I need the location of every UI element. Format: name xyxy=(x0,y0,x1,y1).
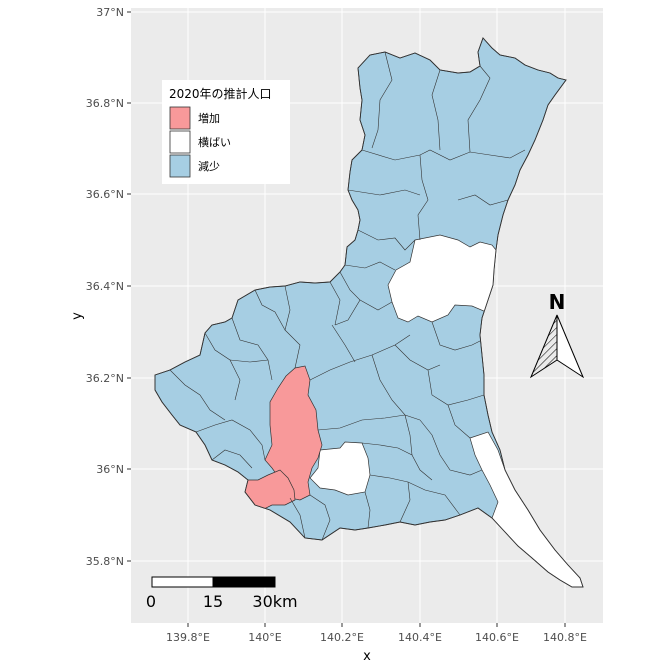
x-tick-label: 140.8°E xyxy=(543,631,587,644)
y-tick-label: 37°N xyxy=(96,6,124,19)
x-axis-title: x xyxy=(363,649,371,664)
legend-key-decrease xyxy=(169,154,191,178)
municipality-flat xyxy=(387,234,501,323)
scale-bar-label-0: 0 xyxy=(146,592,156,611)
legend-label-increase: 増加 xyxy=(198,112,220,125)
scale-bar-label-30km: 30km xyxy=(252,592,297,611)
legend-key-increase xyxy=(169,106,191,130)
scale-bar-label-15: 15 xyxy=(203,592,223,611)
x-axis: 139.8°E 140°E 140.2°E 140.4°E 140.6°E 140.8°E xyxy=(166,623,587,644)
prefecture-map xyxy=(154,37,584,588)
x-tick-label: 139.8°E xyxy=(166,631,210,644)
north-arrow-right-half xyxy=(556,314,585,379)
north-arrow: N xyxy=(529,290,585,379)
x-tick-label: 140.2°E xyxy=(320,631,364,644)
y-tick-label: 36.2°N xyxy=(86,372,124,385)
y-tick-label: 36°N xyxy=(96,463,124,476)
scale-bar-segment-black xyxy=(212,576,276,588)
legend-key-flat xyxy=(169,130,191,154)
scale-bar-segment-white xyxy=(151,576,214,588)
scale-bar: 0 15 30km xyxy=(146,576,298,611)
prefecture-border xyxy=(154,37,584,588)
legend: 2020年の推計人口 増加 横ばい 減少 xyxy=(162,80,290,184)
y-axis: 37°N 36.8°N 36.6°N 36.4°N 36.2°N 36°N 35.8°N xyxy=(86,6,131,568)
municipality-increase xyxy=(264,365,323,501)
y-tick-label: 36.8°N xyxy=(86,97,124,110)
legend-label-decrease: 減少 xyxy=(198,159,220,173)
legend-title: 2020年の推計人口 xyxy=(169,86,272,101)
north-arrow-label: N xyxy=(549,290,566,314)
y-tick-label: 36.4°N xyxy=(86,280,124,293)
x-tick-label: 140.6°E xyxy=(475,631,519,644)
y-axis-title: y xyxy=(70,312,85,320)
y-tick-label: 36.6°N xyxy=(86,188,124,201)
legend-label-flat: 横ばい xyxy=(198,135,231,149)
x-tick-label: 140°E xyxy=(248,631,281,644)
y-tick-label: 35.8°N xyxy=(86,555,124,568)
x-tick-label: 140.4°E xyxy=(398,631,442,644)
